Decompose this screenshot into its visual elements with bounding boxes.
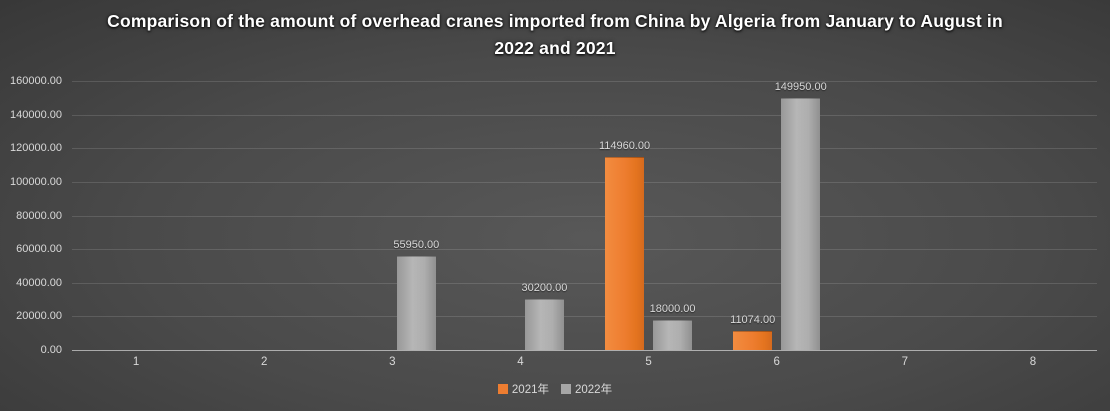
x-axis-tick-label: 6 bbox=[773, 356, 780, 368]
y-axis-tick-label: 60000.00 bbox=[16, 243, 62, 256]
bar-data-label: 55950.00 bbox=[393, 238, 440, 251]
chart-title: Comparison of the amount of overhead cra… bbox=[107, 11, 1003, 58]
y-axis-tick-label: 0.00 bbox=[40, 344, 62, 356]
x-axis-tick-label: 4 bbox=[517, 356, 524, 368]
x-axis-line bbox=[72, 350, 1097, 351]
x-axis-tick-label: 8 bbox=[1029, 356, 1037, 368]
bar-2022年 bbox=[781, 97, 821, 350]
bar-2021年 bbox=[605, 156, 645, 350]
bar-2022年 bbox=[396, 255, 436, 350]
legend-label: 2021年 bbox=[511, 384, 549, 396]
y-axis-tick-label: 140000.00 bbox=[10, 108, 62, 121]
x-axis-tick-label: 7 bbox=[901, 356, 909, 368]
legend-swatch-icon bbox=[561, 384, 571, 394]
y-axis-tick-label: 160000.00 bbox=[10, 75, 62, 87]
y-axis-tick-label: 20000.00 bbox=[16, 310, 62, 323]
x-axis-tick-label: 1 bbox=[132, 356, 140, 368]
legend: 2021年 2022年 bbox=[0, 381, 1110, 397]
x-axis-tick-label: 3 bbox=[389, 356, 396, 368]
bar-2021年 bbox=[733, 331, 773, 350]
gridline bbox=[72, 81, 1097, 82]
legend-item: 2022年 bbox=[561, 381, 612, 397]
gridline bbox=[72, 114, 1097, 116]
gridline bbox=[72, 148, 1097, 150]
x-axis-tick-label: 2 bbox=[260, 356, 268, 368]
legend-swatch-icon bbox=[497, 384, 508, 394]
bar-data-label: 30200.00 bbox=[521, 282, 568, 295]
y-axis-tick-label: 40000.00 bbox=[16, 276, 62, 289]
bar-2022年 bbox=[524, 299, 564, 350]
legend-label: 2022年 bbox=[575, 384, 613, 396]
gridline bbox=[72, 316, 1097, 318]
y-axis-tick-label: 100000.00 bbox=[10, 175, 62, 188]
gridline bbox=[72, 215, 1097, 217]
bar-data-label: 18000.00 bbox=[649, 302, 696, 315]
legend-item: 2021年 bbox=[497, 381, 549, 397]
x-axis-tick-label: 5 bbox=[645, 356, 652, 368]
y-axis-tick-label: 120000.00 bbox=[10, 142, 62, 155]
bar-2022年 bbox=[653, 319, 693, 350]
gridline bbox=[72, 249, 1097, 251]
gridline bbox=[72, 181, 1097, 183]
bar-data-label: 114960.00 bbox=[598, 139, 651, 152]
bar-data-label: 11074.00 bbox=[730, 314, 776, 327]
bar-data-label: 149950.00 bbox=[774, 80, 827, 93]
y-axis-tick-label: 80000.00 bbox=[16, 209, 62, 222]
gridline bbox=[72, 282, 1097, 284]
